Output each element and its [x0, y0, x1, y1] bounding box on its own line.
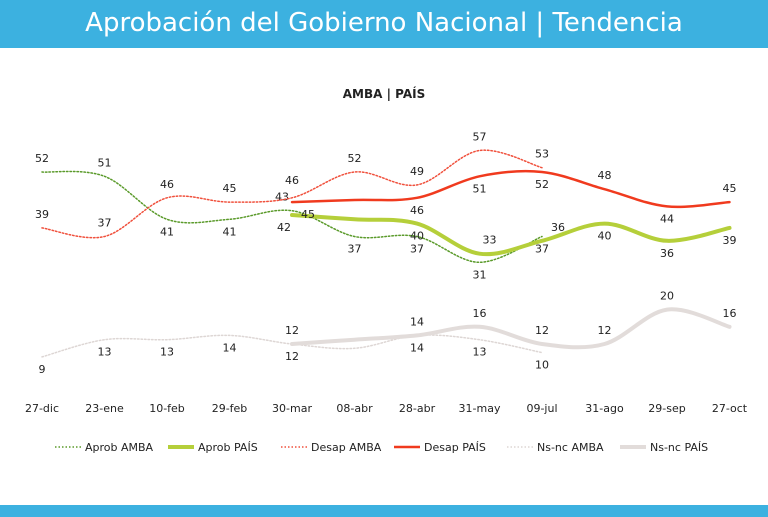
data-label: 48 — [598, 169, 612, 182]
legend-label: Desap AMBA — [311, 441, 382, 454]
data-label: 52 — [535, 178, 549, 191]
legend-label: Aprob AMBA — [85, 441, 154, 454]
data-label: 40 — [598, 230, 612, 243]
data-label: 40 — [410, 230, 424, 243]
footer-bar — [0, 505, 768, 517]
data-label: 41 — [223, 225, 237, 238]
page-title: Aprobación del Gobierno Nacional | Tende… — [0, 0, 768, 48]
data-label: 13 — [160, 346, 174, 359]
data-label: 52 — [348, 152, 362, 165]
x-tick-label: 31-ago — [585, 402, 624, 415]
legend-label: Aprob PAÍS — [198, 441, 258, 454]
data-label: 37 — [410, 243, 424, 256]
data-label: 51 — [98, 156, 112, 169]
x-tick-label: 10-feb — [149, 402, 185, 415]
data-label: 45 — [301, 208, 315, 221]
data-label: 37 — [348, 243, 362, 256]
data-label: 43 — [275, 191, 289, 204]
legend-label: Ns-nc AMBA — [537, 441, 604, 454]
data-label: 39 — [35, 208, 49, 221]
x-tick-label: 31-may — [459, 402, 501, 415]
data-label: 49 — [410, 165, 424, 178]
data-label: 52 — [35, 152, 49, 165]
data-label: 44 — [660, 212, 674, 225]
legend-label: Desap PAÍS — [424, 441, 486, 454]
data-label: 46 — [410, 204, 424, 217]
data-label: 9 — [39, 363, 46, 376]
x-tick-label: 27-oct — [712, 402, 748, 415]
x-tick-label: 23-ene — [85, 402, 124, 415]
data-label: 45 — [723, 182, 737, 195]
data-label: 41 — [160, 225, 174, 238]
data-label: 36 — [551, 221, 565, 234]
x-tick-label: 08-abr — [336, 402, 373, 415]
data-label: 46 — [285, 174, 299, 187]
x-tick-label: 28-abr — [399, 402, 436, 415]
data-label: 31 — [473, 268, 487, 281]
x-tick-label: 09-jul — [526, 402, 557, 415]
data-label: 45 — [223, 182, 237, 195]
x-tick-label: 29-sep — [648, 402, 685, 415]
series-line-2 — [41, 149, 543, 239]
data-label: 39 — [723, 234, 737, 247]
series-line-0 — [41, 170, 543, 264]
data-label: 37 — [98, 217, 112, 230]
data-label: 13 — [473, 346, 487, 359]
data-label: 14 — [410, 341, 424, 354]
data-label: 10 — [535, 359, 549, 372]
data-label: 33 — [483, 234, 497, 247]
data-label: 14 — [223, 341, 237, 354]
x-tick-label: 27-dic — [25, 402, 59, 415]
data-label: 12 — [598, 324, 612, 337]
series-line-5 — [290, 307, 732, 350]
data-label: 16 — [473, 307, 487, 320]
chart-title: AMBA | PAÍS — [343, 86, 426, 101]
data-label: 20 — [660, 290, 674, 303]
data-label: 16 — [723, 307, 737, 320]
data-label: 37 — [535, 243, 549, 256]
data-label: 12 — [285, 324, 299, 337]
data-label: 13 — [98, 346, 112, 359]
data-label: 42 — [277, 221, 291, 234]
data-label: 57 — [473, 131, 487, 144]
data-label: 14 — [410, 315, 424, 328]
data-label: 36 — [660, 247, 674, 260]
data-label: 12 — [535, 324, 549, 337]
data-label: 53 — [535, 148, 549, 161]
legend-label: Ns-nc PAÍS — [650, 441, 708, 454]
data-label: 51 — [473, 182, 487, 195]
x-tick-label: 29-feb — [212, 402, 248, 415]
x-tick-label: 30-mar — [272, 402, 312, 415]
data-label: 46 — [160, 178, 174, 191]
data-label: 12 — [285, 350, 299, 363]
series-line-1 — [290, 213, 732, 257]
series-line-3 — [290, 169, 731, 209]
